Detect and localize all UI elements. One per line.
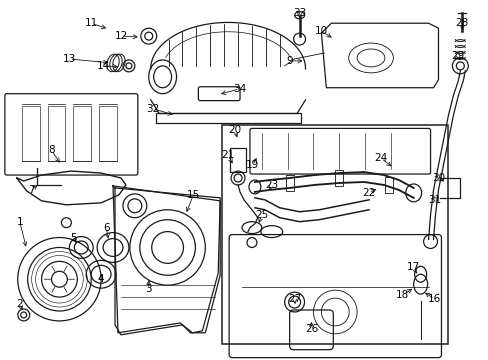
Text: 21: 21 [221, 150, 234, 160]
Bar [222, 125, 447, 344]
Bar [335, 170, 343, 186]
Text: 23: 23 [264, 180, 278, 190]
Text: 33: 33 [292, 8, 305, 18]
Text: 29: 29 [451, 51, 464, 61]
Text: 1: 1 [17, 217, 23, 227]
Text: 19: 19 [246, 160, 259, 170]
Text: 9: 9 [286, 56, 292, 66]
Text: 31: 31 [427, 195, 440, 205]
Text: 18: 18 [395, 290, 408, 300]
Text: 8: 8 [48, 145, 55, 155]
Text: 17: 17 [406, 262, 420, 272]
Text: 30: 30 [431, 173, 444, 183]
Text: 5: 5 [70, 233, 77, 243]
Text: 7: 7 [28, 185, 35, 195]
Text: 25: 25 [255, 210, 268, 220]
Text: 6: 6 [102, 222, 109, 233]
Text: 22: 22 [362, 188, 375, 198]
Text: 14: 14 [96, 61, 109, 71]
Text: 32: 32 [146, 104, 159, 113]
Text: 4: 4 [98, 274, 104, 284]
Text: 26: 26 [304, 324, 318, 334]
Text: 12: 12 [114, 31, 127, 41]
Text: 27: 27 [287, 294, 301, 304]
Text: 10: 10 [314, 26, 327, 36]
Bar [155, 113, 300, 123]
Text: 28: 28 [455, 18, 468, 28]
Text: 16: 16 [427, 294, 440, 304]
Bar [230, 148, 245, 172]
Text: 13: 13 [62, 54, 76, 64]
Text: 2: 2 [17, 299, 23, 309]
Text: 3: 3 [145, 284, 152, 294]
Text: 11: 11 [84, 18, 98, 28]
Bar [47, 105, 65, 161]
Text: 34: 34 [233, 84, 246, 94]
Bar [21, 105, 40, 161]
Bar [73, 105, 91, 161]
Bar [99, 105, 117, 161]
Text: 20: 20 [228, 125, 241, 135]
Text: 15: 15 [186, 190, 200, 200]
Bar [384, 177, 392, 193]
Bar [285, 175, 293, 191]
Text: 24: 24 [373, 153, 387, 163]
